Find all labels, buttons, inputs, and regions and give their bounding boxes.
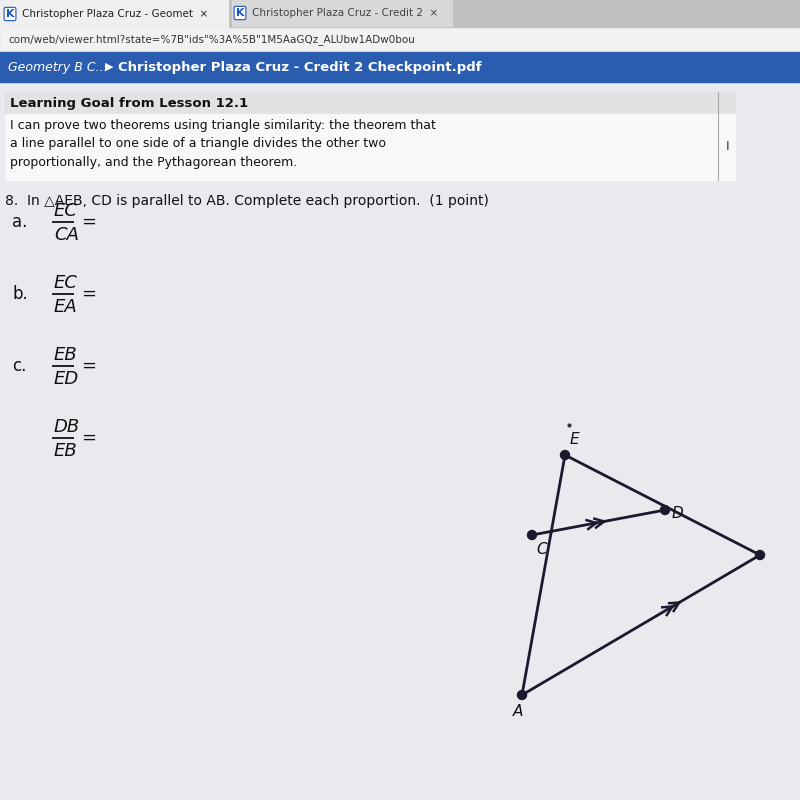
Text: =: =	[81, 213, 96, 231]
Text: 8.  In △AEB, CD is parallel to AB. Complete each proportion.  (1 point): 8. In △AEB, CD is parallel to AB. Comple…	[5, 194, 489, 208]
Text: I: I	[726, 141, 730, 154]
Text: Christopher Plaza Cruz - Geomet  ×: Christopher Plaza Cruz - Geomet ×	[22, 9, 208, 19]
Bar	[0, 28, 800, 52]
Text: K: K	[6, 9, 14, 19]
Circle shape	[755, 550, 765, 559]
Text: com/web/viewer.html?state=%7B"ids"%3A%5B"1M5AaGQz_ALUbw1ADw0bou: com/web/viewer.html?state=%7B"ids"%3A%5B…	[8, 34, 415, 46]
Bar	[5, 92, 735, 114]
Text: Christopher Plaza Cruz - Credit 2  ×: Christopher Plaza Cruz - Credit 2 ×	[252, 8, 438, 18]
Text: b.: b.	[12, 285, 28, 303]
Bar	[0, 82, 800, 800]
Text: CA: CA	[54, 226, 79, 244]
Text: EB: EB	[54, 442, 78, 460]
Text: Geometry B C...: Geometry B C...	[8, 61, 108, 74]
Text: ED: ED	[54, 370, 79, 388]
Bar	[5, 114, 735, 180]
Text: EC: EC	[54, 274, 78, 292]
Circle shape	[527, 530, 537, 539]
Bar	[0, 52, 800, 82]
Text: I can prove two theorems using triangle similarity: the theorem that
a line para: I can prove two theorems using triangle …	[10, 119, 436, 169]
Text: Learning Goal from Lesson 12.1: Learning Goal from Lesson 12.1	[10, 97, 248, 110]
Text: C: C	[536, 542, 546, 557]
Text: D: D	[672, 506, 684, 521]
Text: K: K	[236, 8, 244, 18]
Circle shape	[661, 506, 670, 514]
Circle shape	[518, 690, 526, 699]
Text: =: =	[81, 285, 96, 303]
Text: EC: EC	[54, 202, 78, 220]
Text: DB: DB	[54, 418, 80, 436]
Circle shape	[561, 450, 570, 459]
Text: Christopher Plaza Cruz - Credit 2 Checkpoint.pdf: Christopher Plaza Cruz - Credit 2 Checkp…	[118, 61, 482, 74]
Bar	[232, 0, 452, 26]
Bar	[0, 0, 800, 28]
Text: E: E	[570, 431, 580, 446]
Text: A: A	[513, 705, 523, 719]
Text: =: =	[81, 357, 96, 375]
Text: EA: EA	[54, 298, 78, 316]
Text: c.: c.	[12, 357, 26, 375]
Bar	[0, 0, 228, 28]
Text: =: =	[81, 429, 96, 447]
Text: a.: a.	[12, 213, 27, 231]
Text: ▶: ▶	[105, 62, 114, 72]
Text: EB: EB	[54, 346, 78, 364]
